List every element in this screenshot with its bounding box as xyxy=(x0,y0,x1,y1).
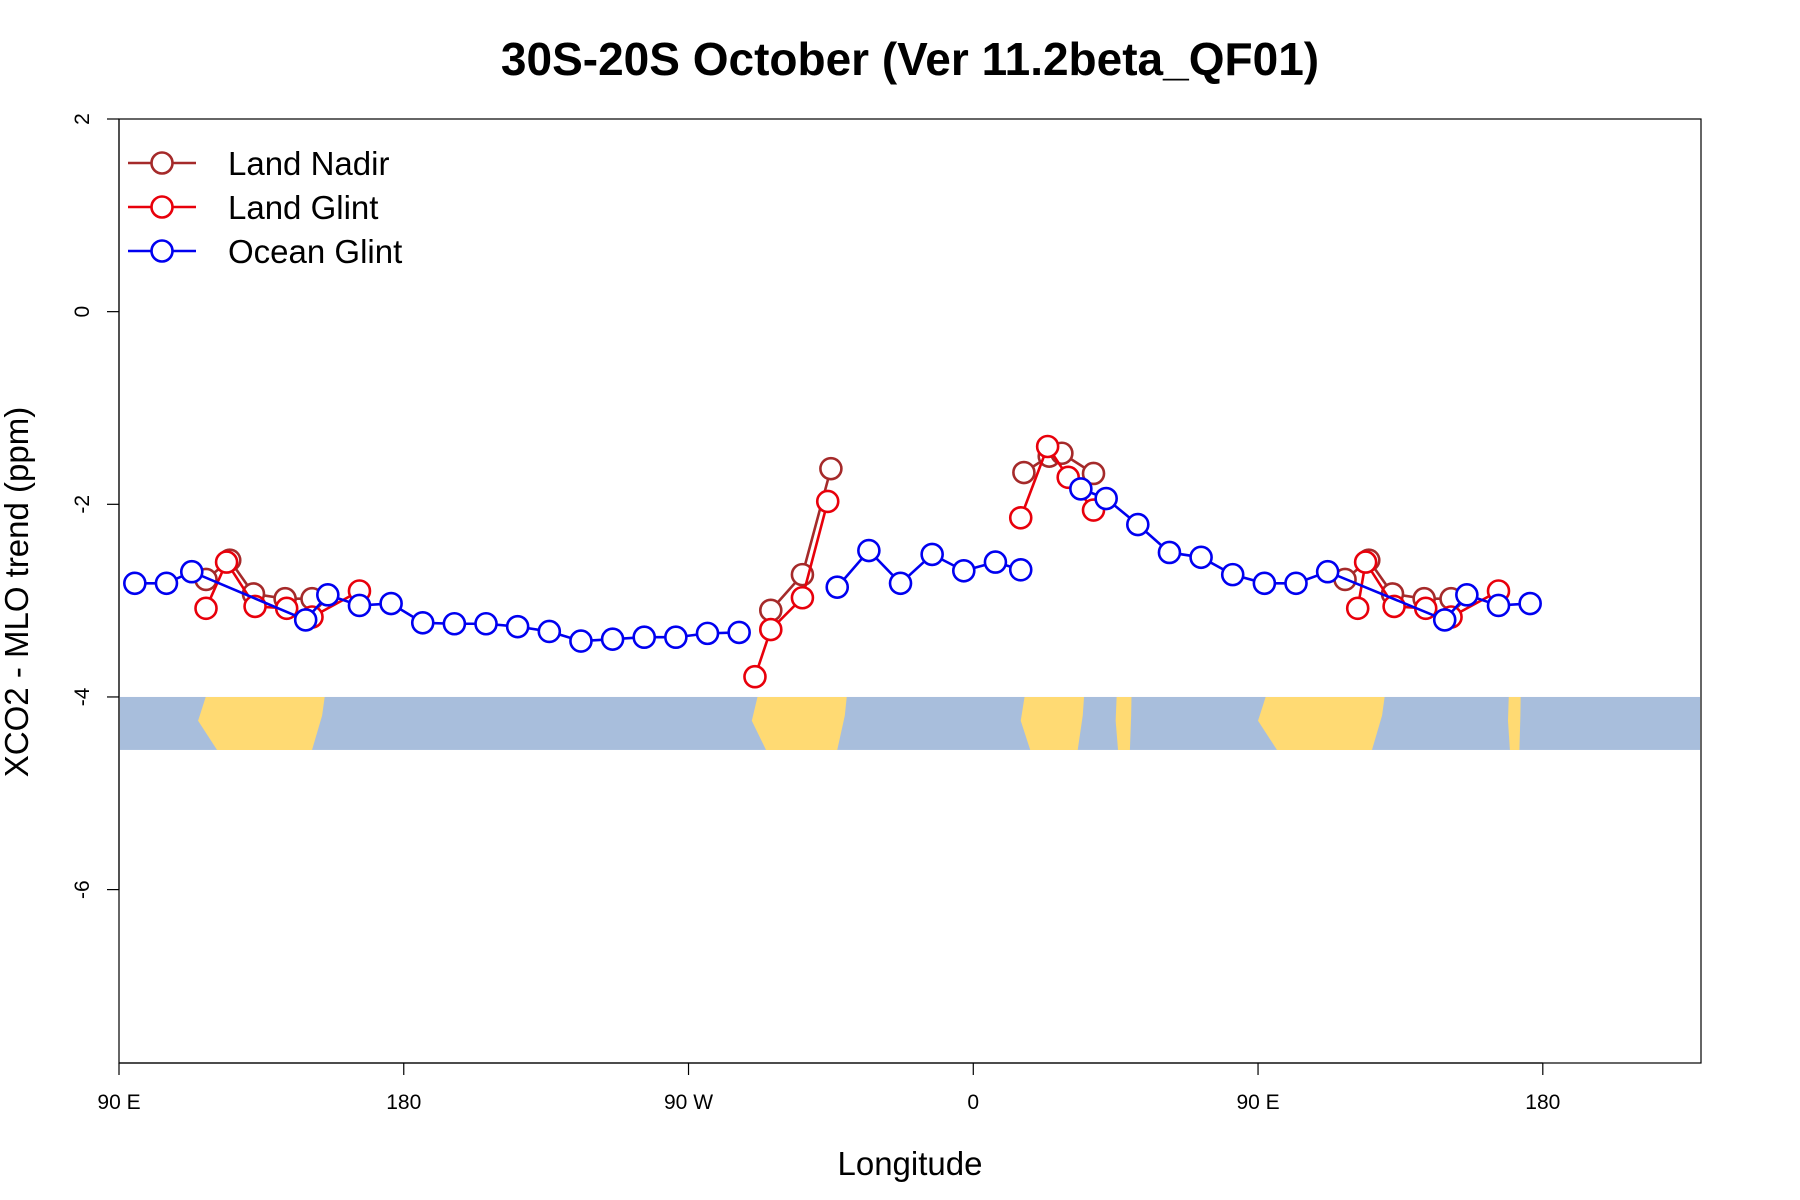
y-tick-label: -6 xyxy=(71,880,94,899)
data-point xyxy=(1486,593,1511,618)
x-tick-label: 180 xyxy=(1525,1091,1560,1114)
data-point xyxy=(790,585,815,610)
data-point xyxy=(1035,434,1060,459)
data-point xyxy=(1220,562,1245,587)
data-point xyxy=(1081,461,1106,486)
data-point xyxy=(695,621,720,646)
data-point xyxy=(214,550,239,574)
data-point xyxy=(815,489,840,514)
data-point xyxy=(442,611,467,636)
data-point xyxy=(1126,512,1150,537)
data-point xyxy=(1008,558,1033,582)
data-point xyxy=(1455,583,1479,607)
map-land xyxy=(198,696,325,750)
y-tick-label: 2 xyxy=(71,113,94,125)
y-tick-label: -2 xyxy=(71,495,94,514)
data-point xyxy=(1012,460,1036,485)
data-point xyxy=(316,583,340,607)
map-land xyxy=(751,696,847,750)
data-point xyxy=(154,571,179,596)
data-point xyxy=(664,625,688,650)
map-ocean xyxy=(120,696,1700,750)
map-strip xyxy=(120,696,1700,750)
legend-label: Land Glint xyxy=(228,189,378,226)
legend-label: Land Nadir xyxy=(228,145,389,182)
legend-label: Ocean Glint xyxy=(228,233,402,270)
data-point xyxy=(1432,608,1457,632)
data-point xyxy=(1252,571,1277,596)
data-point xyxy=(727,620,751,645)
data-point xyxy=(537,619,562,644)
data-point xyxy=(379,591,403,616)
x-tick-label: 0 xyxy=(967,1091,979,1114)
data-point xyxy=(410,610,435,635)
data-point xyxy=(888,571,913,596)
legend-item: Land Nadir xyxy=(128,145,389,182)
legend-item: Ocean Glint xyxy=(128,233,402,270)
data-point xyxy=(1353,550,1378,574)
map-land xyxy=(1507,696,1521,750)
data-point xyxy=(569,629,593,653)
y-axis-label: XCO2 - MLO trend (ppm) xyxy=(0,407,35,777)
data-point xyxy=(920,542,944,567)
x-tick-label: 180 xyxy=(386,1091,421,1114)
data-point xyxy=(983,550,1008,574)
map-land xyxy=(1020,696,1085,750)
data-point xyxy=(632,625,657,650)
x-axis: 90 E 180 90 W 0 90 E 180 xyxy=(97,1062,1560,1114)
data-point xyxy=(179,559,204,584)
map-land xyxy=(1115,696,1132,750)
data-point xyxy=(1284,571,1308,596)
data-point xyxy=(758,598,783,623)
data-point xyxy=(1345,596,1370,621)
data-point xyxy=(819,456,843,481)
data-point xyxy=(505,614,530,639)
legend-marker xyxy=(150,239,174,263)
data-point xyxy=(123,571,147,596)
data-point xyxy=(825,575,850,599)
data-point xyxy=(1069,477,1093,501)
data-point xyxy=(1315,559,1340,584)
y-tick-label: -4 xyxy=(71,687,94,706)
data-point xyxy=(1157,540,1182,565)
chart-title: 30S-20S October (Ver 11.2beta_QF01) xyxy=(501,33,1319,85)
x-axis-label: Longitude xyxy=(838,1145,983,1182)
series-ocean-glint xyxy=(123,477,1542,653)
data-point xyxy=(743,664,767,689)
legend: Land Nadir Land Glint Ocean Glint xyxy=(128,145,402,270)
legend-marker xyxy=(150,195,174,219)
legend-marker xyxy=(150,151,174,175)
x-tick-label: 90 E xyxy=(1236,1091,1279,1114)
data-point xyxy=(347,593,372,618)
series-line xyxy=(753,501,829,678)
series-layer xyxy=(123,434,1542,689)
data-point xyxy=(1094,486,1118,511)
x-tick-label: 90 W xyxy=(664,1091,713,1114)
data-point xyxy=(951,558,976,583)
data-point xyxy=(1518,591,1542,616)
y-axis: 2 0 -2 -4 -6 xyxy=(71,113,120,899)
data-point xyxy=(600,627,625,651)
data-point xyxy=(1189,545,1213,570)
data-point xyxy=(758,617,783,642)
x-tick-label: 90 E xyxy=(97,1091,140,1114)
data-point xyxy=(194,596,218,621)
legend-item: Land Glint xyxy=(128,189,378,226)
data-point xyxy=(857,538,881,563)
data-point xyxy=(293,608,318,632)
series-land-glint xyxy=(194,434,1511,689)
y-tick-label: 0 xyxy=(71,306,94,318)
data-point xyxy=(1008,505,1033,530)
data-point xyxy=(474,611,498,636)
map-land xyxy=(1258,696,1385,750)
